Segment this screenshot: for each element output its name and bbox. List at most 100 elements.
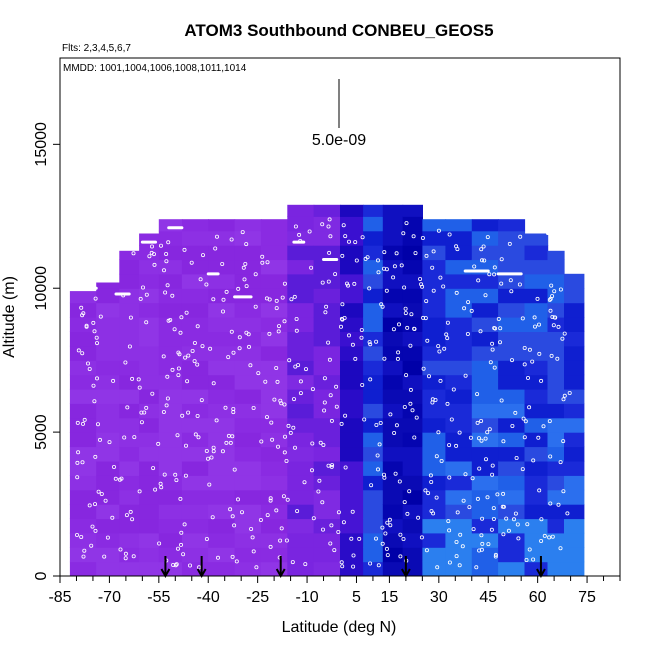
sample-point bbox=[105, 535, 110, 540]
sample-point bbox=[479, 247, 484, 252]
heatmap-cell bbox=[402, 345, 423, 361]
sample-point bbox=[457, 430, 462, 435]
heatmap-cell bbox=[363, 432, 384, 448]
sample-point bbox=[539, 378, 544, 383]
heatmap-cell bbox=[260, 432, 288, 448]
sample-point bbox=[458, 532, 463, 537]
sample-point bbox=[210, 515, 215, 520]
heatmap-cell bbox=[363, 504, 384, 520]
heatmap-cell bbox=[69, 317, 97, 332]
sample-point bbox=[320, 500, 325, 505]
heatmap-cell bbox=[96, 282, 120, 289]
heatmap-cell bbox=[158, 403, 183, 419]
sample-point bbox=[497, 340, 502, 345]
heatmap-cell bbox=[69, 360, 97, 376]
sample-point bbox=[174, 562, 179, 567]
sample-point bbox=[128, 509, 133, 514]
flights-note: Flts: 2,3,4,5,6,7 bbox=[62, 43, 131, 54]
heatmap-cell bbox=[498, 259, 526, 275]
sample-point bbox=[499, 281, 504, 286]
sample-point bbox=[82, 417, 87, 422]
sample-point bbox=[438, 378, 443, 383]
sample-point bbox=[213, 246, 218, 251]
sample-point bbox=[508, 278, 513, 283]
sample-point bbox=[380, 525, 385, 530]
heatmap-cell bbox=[340, 245, 364, 261]
heatmap-cell bbox=[382, 561, 404, 576]
sample-point bbox=[375, 467, 380, 472]
sample-point bbox=[79, 305, 84, 310]
sample-point bbox=[230, 554, 235, 559]
heatmap-cell bbox=[471, 489, 499, 505]
heatmap-cell bbox=[471, 532, 499, 548]
sample-point bbox=[378, 420, 383, 425]
heatmap-cell bbox=[524, 446, 549, 462]
sample-point bbox=[119, 476, 124, 481]
heatmap-cell bbox=[208, 230, 236, 246]
sample-point bbox=[413, 251, 418, 256]
heatmap-cell bbox=[139, 245, 160, 261]
heatmap-cell bbox=[181, 518, 209, 534]
heatmap-cell bbox=[363, 302, 384, 318]
sample-point bbox=[166, 318, 171, 323]
sample-point bbox=[282, 319, 287, 324]
sample-point bbox=[492, 365, 497, 370]
heatmap-cell bbox=[471, 446, 499, 462]
sample-point bbox=[385, 553, 390, 558]
heatmap-cell bbox=[313, 259, 341, 275]
heatmap-cell bbox=[445, 403, 473, 419]
sample-point bbox=[476, 278, 481, 283]
sample-point bbox=[122, 435, 127, 440]
sample-point bbox=[396, 322, 401, 327]
sample-point bbox=[253, 304, 258, 309]
heatmap-cell bbox=[158, 317, 183, 332]
heatmap-cell bbox=[547, 504, 565, 520]
heatmap-cell bbox=[340, 561, 364, 576]
heatmap-cell bbox=[547, 273, 565, 289]
sample-point bbox=[391, 327, 396, 332]
sample-point bbox=[272, 397, 277, 402]
heatmap-cell bbox=[158, 532, 183, 548]
heatmap-cell bbox=[158, 518, 183, 534]
heatmap-cell bbox=[445, 230, 473, 246]
heatmap-cell bbox=[547, 302, 565, 318]
heatmap-cell bbox=[363, 374, 384, 390]
heatmap-cell bbox=[287, 432, 315, 448]
sample-point bbox=[404, 373, 409, 378]
sample-point bbox=[94, 335, 99, 340]
heatmap-cell bbox=[208, 417, 236, 433]
sample-point bbox=[488, 360, 493, 365]
heatmap-cell bbox=[69, 475, 97, 491]
sample-point bbox=[346, 333, 351, 338]
sample-point bbox=[161, 268, 166, 273]
heatmap-cell bbox=[498, 561, 526, 576]
heatmap-cell bbox=[471, 345, 499, 361]
sample-point bbox=[332, 548, 337, 553]
heatmap-cell bbox=[445, 317, 473, 332]
sample-point bbox=[96, 422, 101, 427]
heatmap-cell bbox=[119, 475, 140, 491]
heatmap-cell bbox=[402, 273, 423, 289]
heatmap-cell bbox=[471, 518, 499, 534]
heatmap-cell bbox=[69, 518, 97, 534]
heatmap-cell bbox=[445, 489, 473, 505]
heatmap-cell bbox=[363, 547, 384, 563]
sample-point bbox=[367, 286, 372, 291]
heatmap-cell bbox=[96, 532, 120, 548]
heatmap-cell bbox=[313, 331, 341, 347]
sample-point bbox=[232, 467, 237, 472]
sample-point bbox=[231, 410, 236, 415]
heatmap-cell bbox=[471, 302, 499, 318]
heatmap-cell bbox=[181, 317, 209, 332]
heatmap-cell bbox=[181, 302, 209, 318]
sample-point bbox=[472, 264, 477, 269]
sample-point bbox=[158, 243, 163, 248]
heatmap-cell bbox=[208, 273, 236, 289]
sample-point bbox=[339, 316, 344, 321]
sample-point bbox=[555, 356, 560, 361]
heatmap-cell bbox=[119, 273, 140, 289]
heatmap-cell bbox=[340, 374, 364, 390]
heatmap-cell bbox=[313, 561, 341, 576]
x-axis-label: Latitude (deg N) bbox=[282, 619, 397, 636]
sample-point bbox=[192, 340, 197, 345]
